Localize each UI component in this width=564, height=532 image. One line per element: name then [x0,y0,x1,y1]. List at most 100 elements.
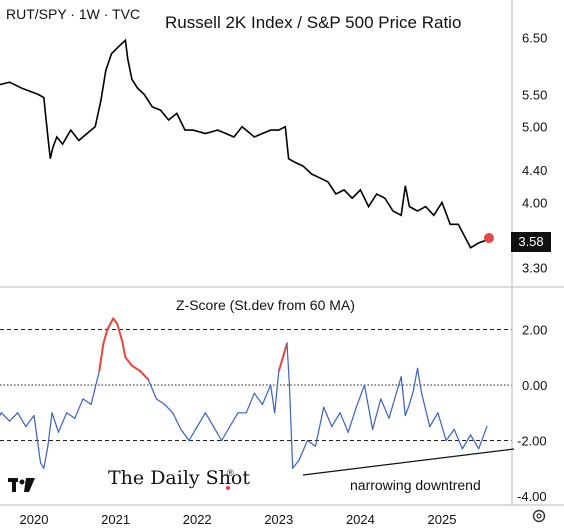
zscore-line-segment [212,426,223,442]
x-tick-label: 2022 [183,512,212,527]
zscore-line-segment [437,412,447,442]
zscore-line-segment [323,406,333,428]
zscore-line-segment [429,412,439,428]
y-tick-label: 5.50 [522,87,547,102]
settings-gear-icon[interactable] [531,508,547,524]
zscore-line-segment-high [98,342,105,373]
zscore-line-segment-high [106,317,115,331]
zscore-line-segment [17,412,27,428]
zscore-line-segment [33,414,42,464]
zscore-line-segment [461,434,472,450]
zscore-line-segment-high [139,370,150,381]
zscore-line-segment-high [102,328,109,345]
zscore-title: Z-Score (St.dev from 60 MA) [176,297,355,313]
zscore-tick-label: -2.00 [517,434,547,449]
zscore-line-segment [445,428,455,442]
zscore-line-segment [253,392,264,405]
zscore-line-segment [229,412,239,428]
zscore-line-segment [221,426,231,442]
logo-dot-icon [226,486,230,490]
x-tick-label: 2021 [101,512,130,527]
zscore-line-segment [43,445,49,469]
zscore-line-segment-high [112,317,119,325]
zscore-line-segment [196,412,206,428]
chart-title: Russell 2K Index / S&P 500 Price Ratio [165,13,461,32]
zscore-line-segment [47,412,53,447]
zscore-line-segment [74,398,84,419]
zscore-line-segment [453,428,463,450]
zscore-tick-label: -4.00 [517,489,547,504]
zscore-line-segment [180,428,190,442]
zscore-line-segment [57,412,68,433]
zscore-line-segment [261,384,272,405]
zscore-line-segment [372,398,382,430]
zscore-line-segment [188,426,198,442]
daily-shot-logo: The Daily Shot [108,467,250,489]
zscore-line-segment [306,439,317,447]
ratio-series-line [0,38,488,249]
tradingview-logo-icon [8,478,35,492]
zscore-line-segment [404,403,410,417]
zscore-line-segment [478,426,488,450]
zscore-line-segment [470,434,480,450]
zscore-line-segment [298,439,308,461]
zscore-line-segment [314,406,325,447]
y-tick-label: 5.00 [522,120,547,135]
zscore-line-segment [90,370,100,405]
zscore-line-segment [8,412,19,422]
current-value-badge: 3.58 [511,232,551,252]
zscore-line-segment [164,403,174,414]
zscore-line-segment-high [116,322,124,342]
zscore-line-segment [274,370,280,414]
zscore-line-segment [408,390,414,405]
zscore-line-segment [0,412,11,422]
zscore-line-segment [421,392,431,428]
last-value-marker [484,233,494,243]
zscore-line-segment [245,392,255,414]
zscore-tick-label: 2.00 [522,323,547,338]
zscore-line-segment [396,376,402,392]
zscore-line-segment [331,412,341,428]
zscore-line-segment [25,414,35,428]
zscore-line-segment [347,406,357,433]
zscore-line-segment [82,398,92,405]
zscore-line-segment [172,412,182,430]
x-tick-label: 2023 [264,512,293,527]
zscore-line-segment [147,378,157,400]
zscore-line-segment [204,412,215,428]
zscore-line-segment [39,462,45,469]
zscore-line-segment [388,390,398,419]
zscore-line-segment [416,367,423,394]
zscore-line-segment-high [130,364,142,373]
zscore-tick-label: 0.00 [522,378,547,393]
y-tick-label: 6.50 [522,31,547,46]
zscore-line-segment [412,367,419,392]
x-tick-label: 2020 [20,512,49,527]
zscore-line-segment [270,384,276,414]
zscore-line-segment [51,412,60,433]
registered-mark: ® [227,468,234,478]
zscore-line-segment [363,384,374,430]
zscore-line-segment [292,459,300,469]
zscore-line-segment [286,342,290,386]
zscore-line-segment [380,398,390,419]
x-tick-label: 2025 [428,512,457,527]
zscore-line-segment [155,398,166,405]
symbol-header: RUT/SPY · 1W · TVC [6,6,140,22]
zscore-line-segment [355,384,366,408]
zscore-line-segment-high [121,339,127,359]
zscore-line-segment [288,384,294,469]
zscore-line-segment-high [277,356,284,373]
zscore-line-segment [339,412,349,433]
zscore-line-segment [0,412,2,417]
zscore-line-segment-high [281,342,288,359]
zscore-line-segment [400,376,406,417]
y-tick-label: 4.40 [522,163,547,178]
trend-line [302,448,515,476]
zscore-line-segment [65,412,76,419]
zscore-line-segment-high [124,356,133,367]
trend-annotation: narrowing downtrend [350,477,481,493]
y-tick-label: 4.00 [522,195,547,210]
y-tick-label: 3.30 [522,261,547,276]
